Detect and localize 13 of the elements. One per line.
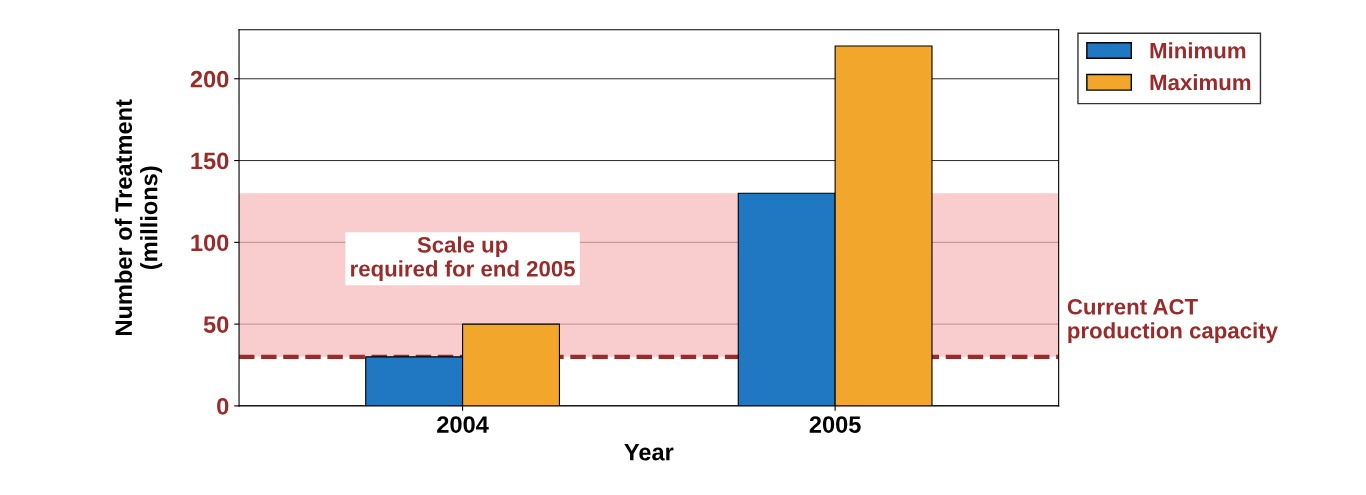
x-tick-label: 2005 (809, 416, 861, 433)
y-axis-title: Number of Treatment (millions) (114, 99, 163, 335)
y-tick-label: 0 (217, 397, 229, 415)
legend-label: Maximum (1150, 74, 1251, 91)
y-tick-label: 50 (203, 316, 229, 333)
band-label: Scale up required for end 2005 (351, 236, 575, 282)
legend-label: Minimum (1150, 42, 1246, 59)
y-tick-label: 150 (191, 152, 229, 170)
ref-line-label: Current ACT production capacity (1067, 298, 1278, 343)
y-tick-label: 100 (191, 234, 229, 252)
y-tick-label: 200 (190, 70, 229, 88)
x-tick-label: 2004 (437, 416, 489, 433)
x-axis-title: Year (624, 444, 674, 461)
